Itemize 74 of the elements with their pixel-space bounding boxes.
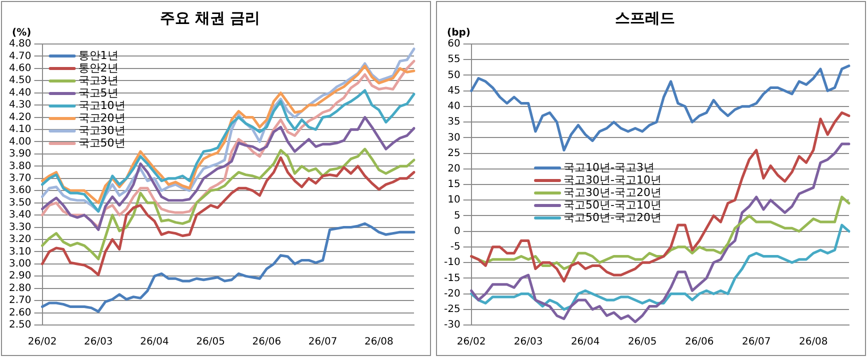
- y-tick-label: 4.00: [9, 136, 32, 148]
- legend-label: 국고3년: [78, 74, 118, 87]
- y-tick-label: 25: [448, 148, 460, 159]
- x-tick-label: 26/04: [570, 336, 600, 348]
- legend-label: 통안2년: [78, 61, 118, 74]
- x-tick-label: 26/02: [456, 336, 486, 348]
- y-tick-label: 4.70: [9, 50, 32, 62]
- chart-title: 스프레드: [615, 8, 675, 27]
- x-tick-label: 26/06: [252, 336, 282, 348]
- y-tick-label: 2.60: [9, 307, 32, 318]
- y-tick-label: 2.70: [9, 295, 32, 306]
- legend-label: 국고30년: [78, 124, 126, 137]
- x-tick-label: 26/08: [364, 336, 394, 348]
- y-tick-label: 4.20: [9, 112, 32, 123]
- y-tick-label: -30: [444, 320, 460, 331]
- y-tick-label: -20: [444, 288, 460, 300]
- legend-label: 국고20년: [78, 111, 126, 124]
- legend-label: 국고50년-국고10년: [564, 198, 662, 212]
- y-tick-label: 40: [448, 101, 460, 112]
- legend-label: 국고5년: [78, 86, 118, 100]
- y-tick-label: 4.30: [9, 100, 32, 111]
- y-tick-label: 4.10: [9, 124, 32, 136]
- y-tick-label: -25: [444, 304, 460, 315]
- x-tick-label: 26/03: [514, 336, 543, 348]
- y-tick-label: 3.10: [9, 246, 32, 258]
- y-tick-label: 3.80: [9, 160, 32, 172]
- y-tick-label: 35: [448, 116, 460, 128]
- x-tick-label: 26/07: [308, 336, 338, 348]
- legend-label: 국고30년-국고10년: [564, 173, 662, 186]
- y-tick-label: 3.30: [9, 222, 32, 233]
- x-tick-label: 26/06: [684, 336, 714, 348]
- x-tick-label: 26/02: [28, 336, 57, 348]
- legend-label: 국고10년: [78, 98, 126, 112]
- y-tick-label: 45: [448, 85, 460, 96]
- y-tick-label: 4.80: [9, 38, 32, 50]
- y-tick-label: 3.50: [9, 197, 32, 208]
- y-tick-label: -5: [450, 242, 460, 253]
- y-tick-label: 3.00: [9, 258, 32, 270]
- x-tick-label: 26/05: [196, 336, 226, 348]
- x-tick-label: 26/04: [140, 336, 169, 348]
- y-tick-label: 15: [448, 179, 460, 190]
- y-axis-title: (%): [12, 28, 32, 39]
- y-tick-label: 10: [448, 194, 460, 206]
- y-tick-label: -15: [444, 272, 460, 284]
- y-tick-label: 3.90: [9, 148, 32, 160]
- y-tick-label: 50: [448, 70, 460, 81]
- y-tick-label: 20: [448, 163, 460, 174]
- chart-title: 주요 채권 금리: [160, 8, 260, 27]
- y-tick-label: 2.90: [9, 270, 32, 282]
- legend-label: 국고10년-국고3년: [564, 160, 655, 174]
- y-tick-label: 2.80: [9, 282, 32, 294]
- y-tick-label: 3.40: [9, 210, 32, 221]
- y-tick-label: 4.60: [9, 63, 32, 74]
- y-tick-label: -10: [444, 257, 460, 268]
- y-axis-title: (bp): [447, 28, 470, 39]
- y-tick-label: 55: [448, 54, 460, 66]
- y-tick-label: 0: [454, 226, 460, 237]
- y-tick-label: 5: [454, 210, 460, 222]
- y-tick-label: 30: [448, 132, 460, 144]
- y-tick-label: 4.40: [9, 87, 32, 98]
- y-tick-label: 4.50: [9, 75, 32, 86]
- legend-label: 국고30년-국고20년: [564, 186, 662, 199]
- x-tick-label: 26/07: [742, 336, 771, 348]
- y-tick-label: 60: [448, 38, 460, 50]
- x-tick-label: 26/05: [628, 336, 657, 348]
- legend-label: 통안1년: [78, 48, 118, 62]
- y-tick-label: 3.70: [9, 172, 32, 184]
- y-tick-label: 2.50: [9, 320, 32, 331]
- y-tick-label: 3.20: [9, 234, 32, 246]
- x-tick-label: 26/08: [798, 336, 828, 348]
- legend-label: 국고50년: [78, 136, 126, 150]
- legend-label: 국고50년-국고20년: [564, 210, 662, 224]
- x-tick-label: 26/03: [84, 336, 113, 348]
- y-tick-label: 3.60: [9, 185, 32, 196]
